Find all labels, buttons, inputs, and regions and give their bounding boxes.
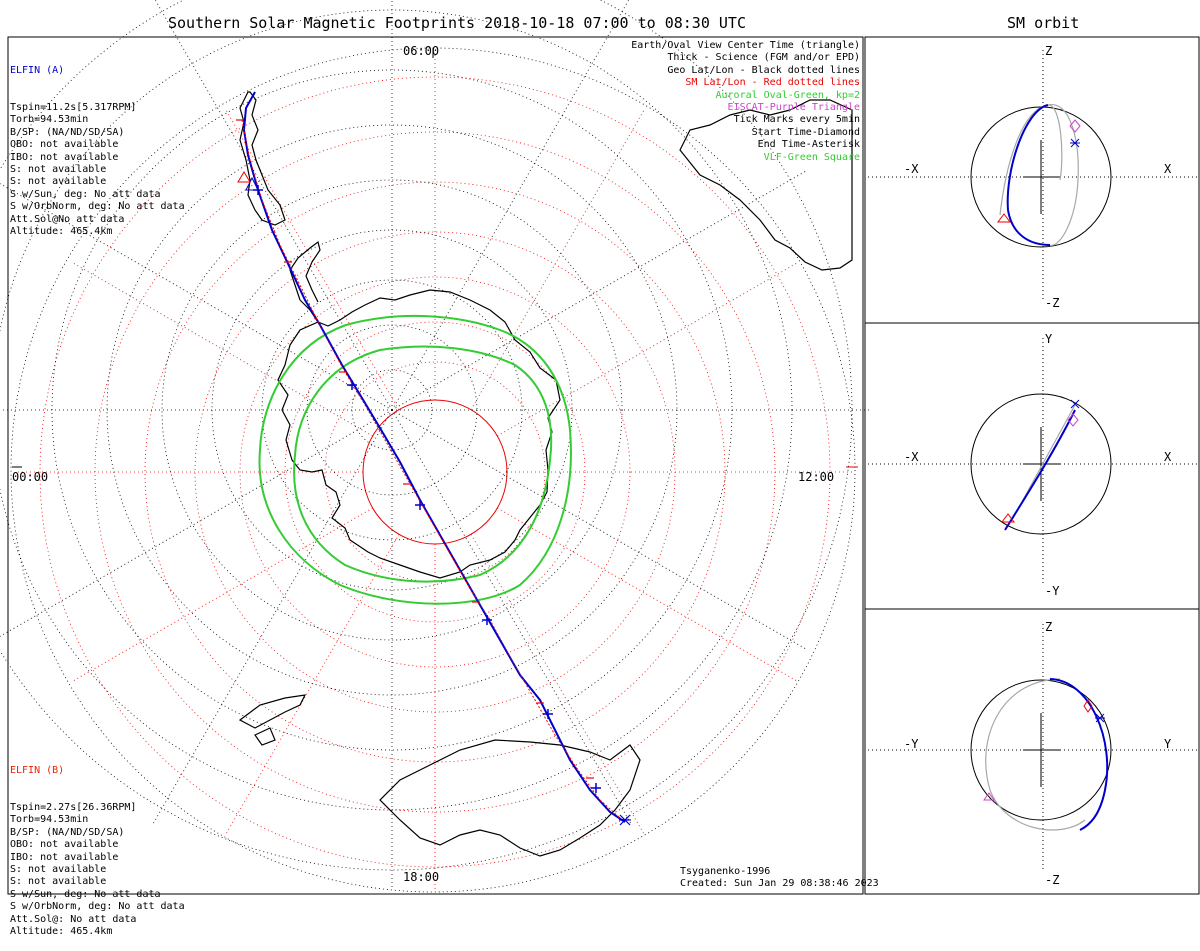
elfin-b-line: S: not available xyxy=(10,864,107,876)
clock-label-bottom: 18:00 xyxy=(403,870,440,884)
track-tick-marks-red xyxy=(236,119,594,779)
elfin-b-line: B/SP: (NA/ND/SD/SA) xyxy=(10,826,125,838)
legend-entry: Earth/Oval View Center Time (triangle) xyxy=(631,40,860,51)
elfin-b-line: S w/OrbNorm, deg: No att data xyxy=(10,901,185,913)
legend-entry: Tick Marks every 5min xyxy=(733,114,860,126)
orbit-panel-title: SM orbit xyxy=(1007,14,1080,32)
legend-entry: Start Time-Diamond xyxy=(751,126,860,138)
elfin-a-line: Altitude: 465.4km xyxy=(10,226,113,238)
panel1-left-label: -X xyxy=(904,162,919,176)
orbit-panel-xz xyxy=(868,50,1198,300)
clock-label-right: 12:00 xyxy=(798,470,835,484)
legend-entry: Auroral Oval-Green, kp=2 xyxy=(715,89,861,101)
australia-coastline xyxy=(379,739,641,857)
panel3-left-label: -Y xyxy=(904,737,919,751)
legend-entry: SM Lat/Lon - Red dotted lines xyxy=(685,77,860,89)
elfin-b-line: Att.Sol@: No att data xyxy=(10,913,137,925)
panel2-bottom-label: -Y xyxy=(1045,584,1060,598)
elfin-b-line: S: not available xyxy=(10,876,107,888)
track-tick-marks xyxy=(253,185,601,793)
legend-entry: Thick - Science (FGM and/or EPD) xyxy=(667,52,860,64)
elfin-b-line: S w/Sun, deg: No att data xyxy=(10,888,161,900)
legend-entry: Geo Lat/Lon - Black dotted lines xyxy=(667,64,860,76)
elfin-a-name: ELFIN (A) xyxy=(10,64,65,76)
elfin-b-line: Tspin=2.27s[26.36RPM] xyxy=(10,802,137,814)
clock-label-top: 06:00 xyxy=(403,44,440,58)
legend: Earth/Oval View Center Time (triangle) Th… xyxy=(580,40,860,164)
orbit-frame xyxy=(864,36,1200,895)
elfin-a-track xyxy=(242,91,626,823)
end-asterisk xyxy=(619,814,631,826)
panel2-left-label: -X xyxy=(904,450,919,464)
legend-entry: EISCAT-Purple Triangle xyxy=(727,102,860,114)
panel1-bottom-label: -Z xyxy=(1045,296,1060,310)
elfin-b-line: IBO: not available xyxy=(10,851,119,863)
elfin-b-line: OBO: not available xyxy=(10,839,119,851)
orbit-panel-yz xyxy=(868,624,1198,872)
created-label: Created: Sun Jan 29 08:38:46 2023 xyxy=(680,878,879,889)
auroral-oval-outer xyxy=(258,314,572,605)
clock-label-left: 00:00 xyxy=(12,470,49,484)
panel2-right-label: X xyxy=(1164,450,1172,464)
orbit-panel-xy xyxy=(868,338,1198,585)
footprint-map xyxy=(0,0,1200,895)
auroral-oval-inner xyxy=(293,345,553,583)
panel1-top-label: Z xyxy=(1045,44,1053,58)
elfin-a-line: S: not available xyxy=(10,164,107,176)
elfin-b-track xyxy=(241,119,621,819)
elfin-a-line: S: not available xyxy=(10,176,107,188)
elfin-a-line: Torb=94.53min xyxy=(10,114,89,126)
elfin-a-line: S w/Sun, deg: No att data xyxy=(10,188,161,200)
panel2-top-label: Y xyxy=(1045,332,1053,346)
elfin-a-line: Att.Sol@No att data xyxy=(10,213,125,225)
plot-title: Southern Solar Magnetic Footprints 2018-… xyxy=(168,14,746,32)
elfin-b-name: ELFIN (B) xyxy=(10,764,65,776)
south-america-coastline xyxy=(239,91,286,226)
panel3-bottom-label: -Z xyxy=(1045,873,1060,887)
elfin-b-line: Altitude: 465.4km xyxy=(10,926,113,938)
peninsula-coastline xyxy=(289,240,321,303)
elfin-b-info: ELFIN (B) Tspin=2.27s[26.36RPM] Torb=94.5… xyxy=(10,740,185,951)
new-zealand-coastline xyxy=(238,694,307,746)
model-label: Tsyganenko-1996 xyxy=(680,866,771,877)
elfin-a-line: OBO: not available xyxy=(10,139,119,151)
legend-entry: End Time-Asterisk xyxy=(757,139,860,151)
elfin-a-line: IBO: not available xyxy=(10,151,119,163)
panel1-right-label: X xyxy=(1164,162,1172,176)
view-center-triangle xyxy=(245,176,259,191)
elfin-a-line: Tspin=11.2s[5.317RPM] xyxy=(10,102,137,114)
africa-coastline xyxy=(679,99,853,271)
view-center-triangle-red xyxy=(237,171,251,183)
panel3-right-label: Y xyxy=(1164,737,1172,751)
antarctica-coastline xyxy=(277,289,561,579)
elfin-a-line: S w/OrbNorm, deg: No att data xyxy=(10,201,185,213)
elfin-a-line: B/SP: (NA/ND/SD/SA) xyxy=(10,126,125,138)
map-frame xyxy=(7,36,864,895)
elfin-b-line: Torb=94.53min xyxy=(10,814,89,826)
legend-entry: VLF-Green Square xyxy=(763,151,860,163)
panel3-top-label: Z xyxy=(1045,620,1053,634)
geo-longitude-lines xyxy=(0,0,872,890)
elfin-a-info: ELFIN (A) Tspin=11.2s[5.317RPM] Torb=94.5… xyxy=(10,40,185,251)
sm-inner-circle xyxy=(362,399,508,545)
